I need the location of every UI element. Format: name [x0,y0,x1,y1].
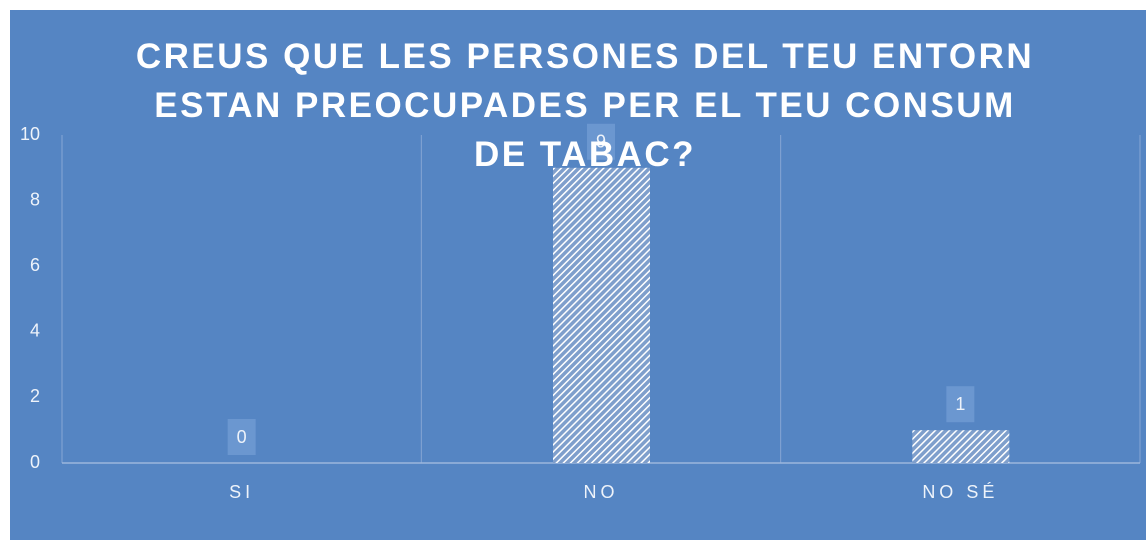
bar [553,167,650,464]
y-tick-label: 6 [30,255,40,275]
data-label: 1 [955,394,965,414]
data-label-box [587,123,615,160]
data-label: 9 [596,132,606,152]
data-label-box [946,386,975,423]
x-tick-label: NO [584,482,619,502]
chart-title: CREUS QUE LES PERSONES DEL TEU ENTORN ES… [135,37,1035,174]
y-tick-label: 2 [30,386,40,406]
y-tick-label: 8 [30,189,40,209]
y-tick-label: 4 [30,321,40,341]
bar [912,430,1010,463]
data-label-box [227,419,256,455]
data-label: 0 [237,427,247,447]
x-tick-label: SI [229,482,254,502]
y-tick-label: 10 [20,124,40,144]
y-tick-label: 0 [30,452,40,472]
x-tick-label: NO SÉ [922,482,998,502]
